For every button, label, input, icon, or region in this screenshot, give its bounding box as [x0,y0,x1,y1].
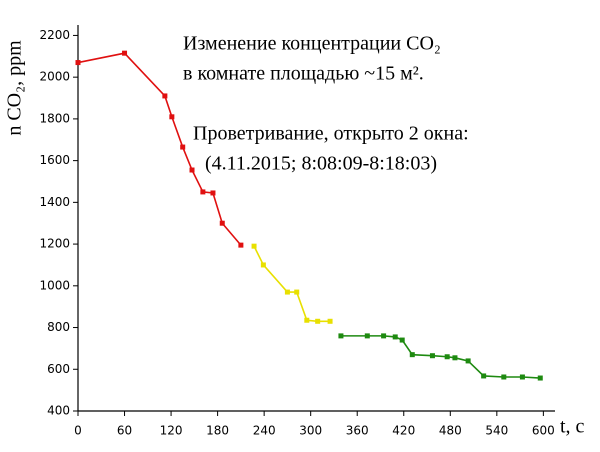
x-axis-label: t, c [560,416,585,438]
data-point [75,60,81,66]
x-tick-label: 480 [439,424,462,438]
y-axis-label: n CO₂, ppm [4,40,26,136]
data-point [452,355,458,361]
data-point [315,318,321,324]
y-tick-label: 800 [47,320,70,334]
data-point [501,374,507,380]
y-tick-label: 1000 [39,278,70,292]
y-tick-label: 2200 [39,28,70,42]
y-tick-label: 1800 [39,111,70,125]
data-point [519,374,525,380]
data-point [429,353,435,359]
x-tick-label: 300 [299,424,322,438]
data-line [340,335,541,379]
annotation: (4.11.2015; 8:08:09-8:18:03) [205,153,437,175]
data-point [251,243,257,249]
y-tick-label: 1600 [39,153,70,167]
x-tick-label: 600 [532,424,555,438]
x-tick-label: 420 [392,424,415,438]
data-point [327,318,333,324]
x-tick-label: 120 [160,424,183,438]
x-tick-label: 60 [117,424,132,438]
data-point [465,358,471,364]
data-point [162,93,168,99]
data-point [409,352,415,358]
data-point [364,333,370,339]
data-point [238,242,244,248]
data-point [219,220,225,226]
data-line [77,52,242,246]
data-point [200,189,206,195]
annotation: в комнате площадью ~15 м². [183,63,424,85]
x-tick-label: 180 [206,424,229,438]
data-point [180,144,186,150]
x-tick-label: 360 [346,424,369,438]
y-tick-label: 1200 [39,237,70,251]
x-tick-label: 0 [74,424,82,438]
annotation: Изменение концентрации CO₂ [183,33,441,55]
data-point [260,262,266,268]
data-point [284,289,290,295]
data-point [399,337,405,343]
data-line [253,245,331,323]
y-tick-label: 400 [47,404,70,418]
x-tick-label: 240 [253,424,276,438]
data-point [189,167,195,173]
y-tick-label: 600 [47,362,70,376]
data-point [294,289,300,295]
data-point [210,190,216,196]
data-point [481,373,487,379]
data-point [304,317,310,323]
data-point [169,114,175,120]
data-point [537,375,543,381]
y-tick-label: 2000 [39,70,70,84]
data-point [444,354,450,360]
data-point [122,50,128,56]
y-tick-label: 1400 [39,195,70,209]
data-point [381,333,387,339]
data-point [392,334,398,340]
x-tick-label: 540 [485,424,508,438]
data-point [338,333,344,339]
annotation: Проветривание, открыто 2 окна: [193,123,469,145]
